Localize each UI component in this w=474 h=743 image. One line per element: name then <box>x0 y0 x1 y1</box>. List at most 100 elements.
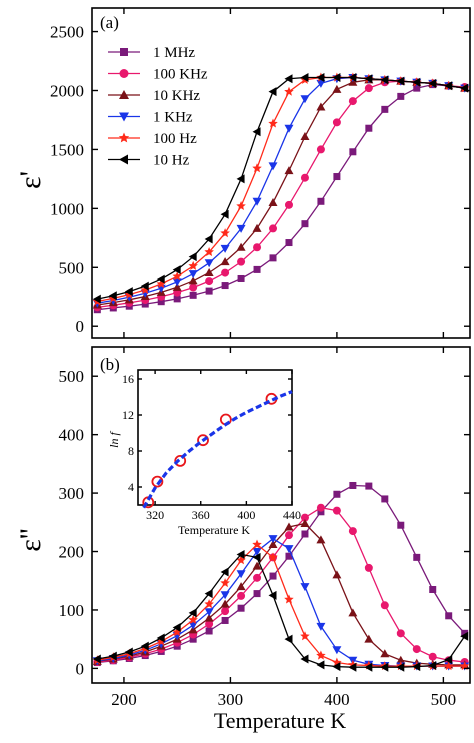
data-point <box>397 521 405 529</box>
data-point <box>316 145 325 154</box>
data-point <box>429 586 437 594</box>
data-point <box>253 265 261 273</box>
data-point <box>412 77 421 87</box>
data-point <box>252 163 262 173</box>
data-point <box>397 92 405 100</box>
y-tick-label: 500 <box>59 258 85 277</box>
data-point <box>236 582 246 591</box>
legend-label: 10 Hz <box>153 153 190 169</box>
data-point <box>428 660 437 670</box>
y-tick-label: 200 <box>59 543 85 562</box>
data-point <box>317 508 325 516</box>
data-point <box>300 583 310 592</box>
data-point <box>237 257 246 266</box>
data-point <box>236 555 246 565</box>
data-point <box>285 552 293 560</box>
data-point <box>140 285 150 295</box>
data-point <box>188 252 197 262</box>
panel-a-label: (a) <box>100 13 119 32</box>
data-point <box>236 549 245 559</box>
x-axis-label: Temperature K <box>214 708 346 733</box>
data-point <box>396 662 405 672</box>
fit-curve <box>142 390 293 509</box>
x-tick-label: 400 <box>324 690 350 709</box>
data-point <box>268 197 278 206</box>
data-point <box>284 545 294 554</box>
series-100-khz <box>93 77 469 312</box>
data-point <box>349 481 357 489</box>
data-point <box>252 197 262 206</box>
data-point <box>204 267 214 276</box>
inset-plot: 320 360 400 440 4 8 12 16 Temperature K ln f <box>107 369 301 537</box>
data-point <box>380 601 389 610</box>
data-point <box>188 621 198 630</box>
data-point <box>428 78 437 88</box>
y-tick-label: 0 <box>76 659 85 678</box>
data-point <box>316 650 326 660</box>
data-point <box>204 613 214 622</box>
data-point <box>460 631 469 641</box>
data-point <box>332 646 342 655</box>
data-point <box>188 614 198 624</box>
series-10-khz <box>92 75 470 309</box>
legend-item: 1 KHz <box>108 110 193 126</box>
data-point <box>172 627 182 637</box>
x-tick-label: 300 <box>218 690 244 709</box>
data-point <box>268 552 278 562</box>
data-point <box>236 570 246 579</box>
data-point <box>380 75 389 85</box>
legend-item: 10 KHz <box>108 88 200 104</box>
data-point <box>269 572 277 580</box>
series-open-circle <box>142 392 278 509</box>
data-point <box>124 647 133 657</box>
data-point <box>332 570 342 579</box>
data-point <box>237 591 246 600</box>
x-tick-label: 360 <box>192 508 210 522</box>
inset-frame <box>137 369 293 506</box>
data-point <box>284 594 294 604</box>
data-point <box>348 527 357 536</box>
data-point <box>332 84 342 93</box>
legend-marker <box>119 69 129 78</box>
y-tick-label: 2500 <box>50 23 84 42</box>
data-point <box>316 102 326 111</box>
legend-item: 100 Hz <box>108 131 197 147</box>
data-point <box>172 622 181 632</box>
data-point <box>221 268 230 277</box>
data-point <box>124 287 133 297</box>
data-point <box>252 223 262 232</box>
data-point <box>332 657 342 667</box>
data-point <box>300 513 309 522</box>
data-point <box>445 612 453 620</box>
data-point <box>204 259 214 268</box>
data-point <box>204 247 214 256</box>
data-point <box>252 561 262 570</box>
data-point <box>444 81 453 91</box>
panel-a: 0 500 1000 1500 2000 2500 (a) ε' 1 MHz 100 KHz… <box>14 7 471 339</box>
data-point <box>332 118 341 127</box>
data-point <box>284 124 294 133</box>
data-point <box>140 641 149 651</box>
data-point <box>156 274 165 284</box>
y-tick-label: 500 <box>59 367 85 386</box>
data-point <box>300 73 309 83</box>
data-point <box>197 434 209 447</box>
data-point <box>253 243 262 252</box>
data-point <box>381 105 389 113</box>
data-point <box>156 279 166 289</box>
data-point <box>348 662 357 672</box>
legend-item: 100 KHz <box>108 67 208 83</box>
data-point <box>444 655 453 665</box>
series-dashed-line <box>142 390 293 509</box>
data-point <box>396 655 406 664</box>
y-tick-label: 2000 <box>50 82 84 101</box>
data-point <box>333 490 341 498</box>
data-point <box>316 503 325 512</box>
data-point <box>253 590 261 598</box>
series-1-khz <box>92 74 470 308</box>
y-tick-label: 300 <box>59 484 85 503</box>
legend-label: 1 MHz <box>153 45 195 61</box>
data-point <box>301 220 309 228</box>
data-point <box>220 591 230 600</box>
